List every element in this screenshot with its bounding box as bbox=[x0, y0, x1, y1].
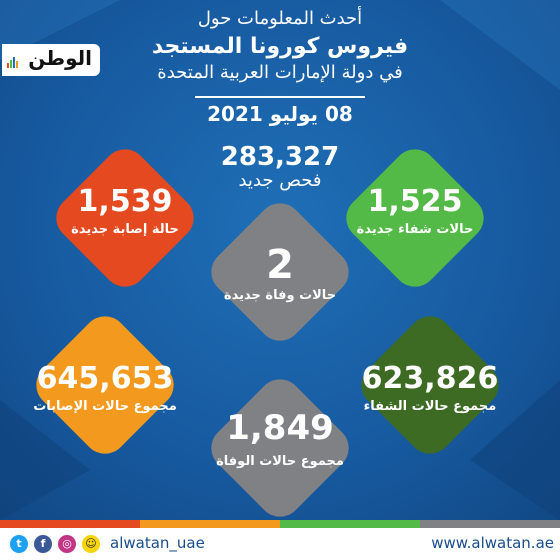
new-cases-label: حالة إصابة جديدة bbox=[71, 222, 179, 237]
twitter-icon[interactable]: t bbox=[10, 535, 28, 553]
new-tests-value: 283,327 bbox=[220, 142, 340, 172]
header-line-1: أحدث المعلومات حول bbox=[197, 8, 363, 29]
new-cases-card: 1,539 حالة إصابة جديدة bbox=[45, 138, 205, 298]
total-recovered-value: 623,826 bbox=[361, 361, 499, 396]
header-line-3: في دولة الإمارات العربية المتحدة bbox=[157, 62, 403, 83]
total-recovered-label: مجموع حالات الشفاء bbox=[363, 399, 497, 414]
instagram-icon[interactable]: ◎ bbox=[58, 535, 76, 553]
snapchat-icon[interactable]: ☺ bbox=[82, 535, 100, 553]
header-divider bbox=[195, 96, 365, 98]
total-cases-label: مجموع حالات الإصابات bbox=[33, 399, 177, 414]
new-cases-value: 1,539 bbox=[77, 184, 173, 219]
new-recovered-card: 1,525 حالات شفاء جديدة bbox=[335, 138, 495, 298]
total-deaths-card: 1,849 مجموع حالات الوفاة bbox=[200, 368, 360, 528]
new-tests-label: فحص جديد bbox=[238, 170, 322, 191]
footer-bar: t f ◎ ☺ alwatan_uae www.alwatan.ae bbox=[0, 528, 560, 560]
total-deaths-value: 1,849 bbox=[226, 408, 334, 448]
website-link[interactable]: www.alwatan.ae bbox=[431, 534, 554, 552]
total-cases-card: 645,653 مجموع حالات الإصابات bbox=[25, 305, 185, 465]
new-recovered-label: حالات شفاء جديدة bbox=[356, 222, 474, 237]
new-recovered-value: 1,525 bbox=[367, 184, 463, 219]
logo-bars-icon bbox=[7, 56, 23, 68]
report-date: 08 يوليو 2021 bbox=[207, 102, 353, 126]
logo-text: الوطن bbox=[28, 46, 92, 70]
total-deaths-label: مجموع حالات الوفاة bbox=[216, 454, 344, 469]
facebook-icon[interactable]: f bbox=[34, 535, 52, 553]
new-deaths-value: 2 bbox=[266, 242, 294, 288]
total-cases-value: 645,653 bbox=[36, 361, 174, 396]
total-recovered-card: 623,826 مجموع حالات الشفاء bbox=[350, 305, 510, 465]
footer-accent-stripe bbox=[0, 520, 560, 530]
new-deaths-card: 2 حالات وفاة جديدة bbox=[200, 192, 360, 352]
total-deaths-diamond bbox=[202, 370, 358, 526]
header-line-2: فيروس كورونا المستجد bbox=[151, 34, 409, 59]
new-deaths-label: حالات وفاة جديدة bbox=[223, 288, 337, 303]
social-handle[interactable]: alwatan_uae bbox=[110, 534, 205, 552]
alwatan-logo: الوطن bbox=[2, 44, 100, 76]
